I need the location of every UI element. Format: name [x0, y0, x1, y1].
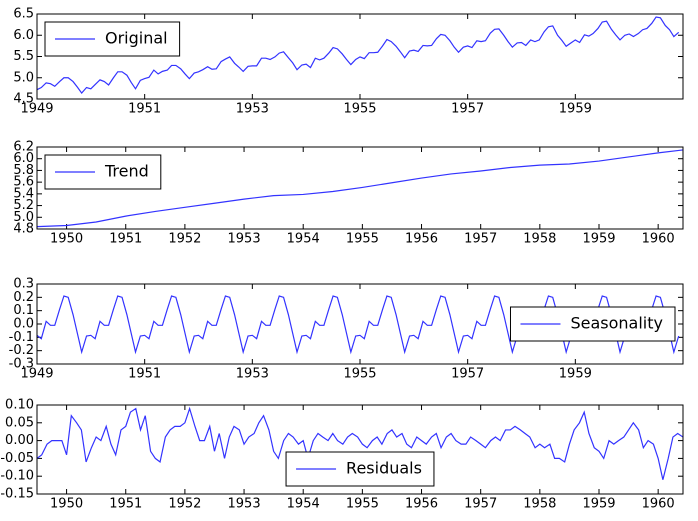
subplot: 4.85.05.25.45.65.86.06.2 1950 1951 1952 1953…: [13, 140, 684, 247]
legend-label: Trend: [104, 162, 149, 181]
x-tick-label: 1951: [128, 102, 161, 117]
y-tick-label: -0.1: [9, 330, 34, 345]
y-tick-label: -0.3: [9, 357, 34, 372]
x-tick-label: 1953: [236, 102, 269, 117]
y-tick-label: 5.0: [13, 70, 34, 85]
subplot: 4.5 5.0 5.5 6.0 6.5 1949 1951 1953 1955 1957 1959 O…: [13, 7, 684, 117]
x-tick-label: 1957: [451, 102, 484, 117]
legend: Seasonality: [509, 306, 676, 342]
x-tick-label: 1958: [523, 497, 556, 512]
x-tick-label: 1949: [20, 367, 53, 382]
y-tick-label: 0.0: [13, 317, 34, 332]
x-tick-label: 1955: [343, 367, 376, 382]
x-tick-label: 1957: [451, 367, 484, 382]
x-tick-label: 1951: [128, 367, 161, 382]
x-tick-label: 1954: [287, 497, 320, 512]
y-tick-label: 5.6: [13, 175, 34, 190]
x-tick-label: 1956: [405, 497, 438, 512]
x-tick-label: 1958: [523, 232, 556, 247]
y-tick-label: 5.0: [13, 210, 34, 225]
y-tick-label: 0.05: [5, 415, 34, 430]
data-line: [37, 149, 683, 228]
plot-frame: [36, 283, 684, 365]
x-tick-label: 1959: [559, 102, 592, 117]
x-tick-label: 1953: [228, 497, 261, 512]
y-tick-label: -0.15: [0, 487, 34, 502]
x-tick-label: 1956: [405, 232, 438, 247]
x-tick-label: 1955: [346, 497, 379, 512]
x-tick-label: 1959: [582, 497, 615, 512]
x-tick-label: 1949: [20, 102, 53, 117]
x-tick-label: 1951: [109, 232, 142, 247]
y-tick-label: 0.2: [13, 290, 34, 305]
subplot: -0.15 -0.10 -0.05 0.00 0.05 0.10 1950 1951 1952 1…: [0, 398, 684, 512]
y-tick-label: 4.5: [13, 92, 34, 107]
legend: Trend: [44, 154, 162, 190]
legend: Residuals: [285, 451, 435, 487]
y-tick-label: 0.1: [13, 303, 34, 318]
y-tick-label: 6.2: [13, 140, 34, 155]
legend-label: Original: [105, 29, 168, 48]
x-tick-label: 1952: [168, 497, 201, 512]
x-tick-label: 1960: [642, 232, 675, 247]
x-tick-label: 1953: [228, 232, 261, 247]
x-tick-label: 1952: [168, 232, 201, 247]
y-tick-label: -0.05: [0, 451, 34, 466]
y-tick-label: 5.8: [13, 163, 34, 178]
y-tick-label: 4.8: [13, 222, 34, 237]
data-line: [37, 16, 680, 95]
x-tick-label: 1950: [50, 497, 83, 512]
y-tick-label: 6.0: [13, 28, 34, 43]
data-line: [37, 406, 683, 480]
x-tick-label: 1955: [346, 232, 379, 247]
x-tick-label: 1950: [50, 232, 83, 247]
y-tick-label: 0.10: [5, 398, 34, 413]
y-tick-label: 6.5: [13, 7, 34, 22]
x-tick-label: 1959: [582, 232, 615, 247]
y-tick-label: 6.0: [13, 151, 34, 166]
x-tick-label: 1960: [642, 497, 675, 512]
y-tick-label: 0.00: [5, 433, 34, 448]
x-tick-label: 1959: [559, 367, 592, 382]
y-tick-label: -0.10: [0, 469, 34, 484]
x-tick-label: 1955: [343, 102, 376, 117]
y-tick-label: 5.4: [13, 186, 34, 201]
x-tick-label: 1951: [109, 497, 142, 512]
plot-frame: [36, 13, 684, 100]
x-tick-label: 1957: [464, 497, 497, 512]
y-tick-label: -0.2: [9, 343, 34, 358]
x-tick-label: 1957: [464, 232, 497, 247]
legend: Original: [44, 21, 181, 57]
y-tick-label: 0.3: [13, 277, 34, 292]
plot-frame: [36, 404, 684, 495]
y-tick-label: 5.5: [13, 49, 34, 64]
x-tick-label: 1954: [287, 232, 320, 247]
x-tick-label: 1953: [236, 367, 269, 382]
plot-frame: [36, 146, 684, 230]
subplot: -0.3-0.2-0.10.00.10.20.3 1949 1951 1953 1955…: [9, 277, 684, 382]
y-tick-label: 5.2: [13, 198, 34, 213]
legend-label: Seasonality: [570, 314, 663, 333]
legend-label: Residuals: [346, 459, 422, 478]
